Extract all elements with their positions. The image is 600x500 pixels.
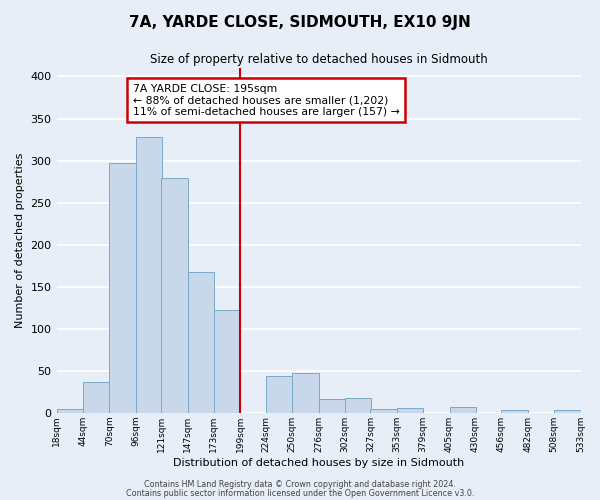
Bar: [266, 376, 292, 413]
Bar: [83, 382, 109, 413]
Text: Contains HM Land Registry data © Crown copyright and database right 2024.: Contains HM Land Registry data © Crown c…: [144, 480, 456, 489]
X-axis label: Distribution of detached houses by size in Sidmouth: Distribution of detached houses by size …: [173, 458, 464, 468]
Bar: [397, 408, 423, 413]
Bar: [345, 398, 371, 413]
Bar: [214, 310, 241, 413]
Bar: [501, 410, 527, 413]
Bar: [161, 178, 188, 413]
Bar: [370, 408, 397, 413]
Text: Contains public sector information licensed under the Open Government Licence v3: Contains public sector information licen…: [126, 488, 474, 498]
Title: Size of property relative to detached houses in Sidmouth: Size of property relative to detached ho…: [149, 52, 487, 66]
Bar: [449, 407, 476, 413]
Bar: [109, 163, 136, 413]
Bar: [319, 400, 345, 413]
Bar: [292, 374, 319, 413]
Bar: [554, 410, 581, 413]
Text: 7A YARDE CLOSE: 195sqm
← 88% of detached houses are smaller (1,202)
11% of semi-: 7A YARDE CLOSE: 195sqm ← 88% of detached…: [133, 84, 399, 117]
Bar: [188, 272, 214, 413]
Y-axis label: Number of detached properties: Number of detached properties: [15, 152, 25, 328]
Bar: [56, 410, 83, 413]
Text: 7A, YARDE CLOSE, SIDMOUTH, EX10 9JN: 7A, YARDE CLOSE, SIDMOUTH, EX10 9JN: [129, 15, 471, 30]
Bar: [136, 137, 162, 413]
